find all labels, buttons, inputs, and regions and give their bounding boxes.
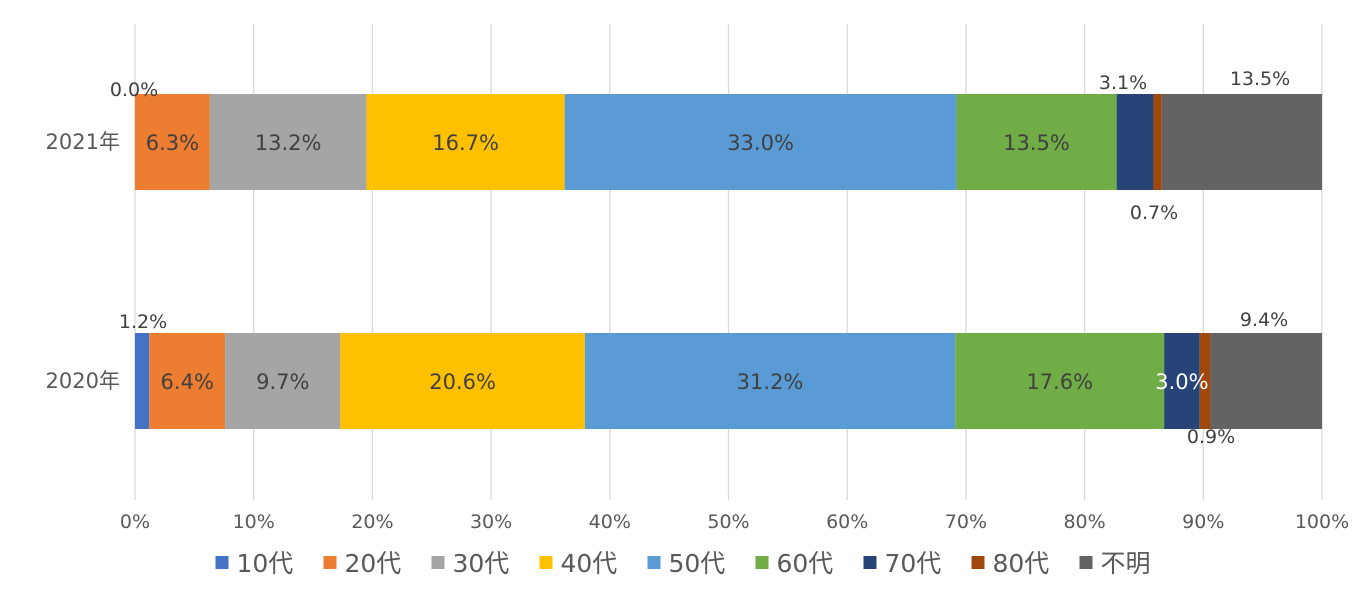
data-label: 13.5%	[1230, 68, 1290, 90]
legend-item: 不明	[1079, 549, 1151, 578]
legend-swatch	[647, 556, 661, 569]
data-label: 17.6%	[1026, 370, 1093, 394]
x-tick-label: 80%	[1063, 511, 1105, 533]
legend-swatch	[323, 556, 337, 569]
x-tick-label: 30%	[470, 511, 512, 533]
legend-item: 50代	[647, 549, 726, 578]
bar-segment	[1210, 333, 1322, 429]
bar-segment	[1153, 94, 1162, 190]
bar-segment	[1161, 94, 1322, 190]
bar-segment	[564, 94, 957, 190]
data-label: 20.6%	[429, 370, 496, 394]
legend-label: 40代	[561, 549, 618, 578]
bars	[135, 94, 1322, 429]
legend-label: 30代	[453, 549, 510, 578]
legend-item: 20代	[323, 549, 402, 578]
data-label: 33.0%	[727, 131, 794, 155]
x-tick-label: 70%	[945, 511, 987, 533]
legend-item: 80代	[971, 549, 1050, 578]
data-label: 0.9%	[1187, 426, 1235, 448]
legend-label: 80代	[993, 549, 1050, 578]
data-label: 1.2%	[119, 311, 167, 333]
x-tick-label: 100%	[1295, 511, 1349, 533]
bar-segment	[1164, 333, 1200, 429]
data-label: 9.7%	[256, 370, 309, 394]
data-labels: 0.0% 6.3% 13.2% 16.7% 33.0% 13.5% 3.1% 0.7% 13.5…	[110, 68, 1290, 448]
legend-swatch	[1079, 556, 1093, 569]
bar-segment	[1116, 94, 1154, 190]
legend-swatch	[755, 556, 769, 569]
legend-item: 60代	[755, 549, 834, 578]
legend-label: 不明	[1101, 549, 1151, 578]
category-label: 2021年	[46, 130, 120, 154]
legend-swatch	[431, 556, 445, 569]
data-label: 6.3%	[146, 131, 199, 155]
data-label: 3.1%	[1099, 72, 1147, 94]
data-label: 6.4%	[161, 370, 214, 394]
bar-segment	[1199, 333, 1211, 429]
x-tick-label: 40%	[589, 511, 631, 533]
x-tick-label: 60%	[826, 511, 868, 533]
bar-segment	[956, 94, 1117, 190]
category-labels: 2021年 2020年	[46, 130, 120, 393]
bar-segment	[209, 94, 367, 190]
data-label: 13.2%	[255, 131, 322, 155]
x-axis-ticks: 0% 10% 20% 30% 40% 50% 60% 70% 80% 90% 100%	[120, 511, 1349, 533]
legend-item: 40代	[539, 549, 618, 578]
data-label: 0.0%	[110, 79, 158, 101]
legend-label: 70代	[885, 549, 942, 578]
legend-swatch	[539, 556, 553, 569]
bar-segment	[135, 94, 210, 190]
data-label: 31.2%	[737, 370, 804, 394]
legend-swatch	[215, 556, 229, 569]
legend-swatch	[863, 556, 877, 569]
bar-segment	[955, 333, 1165, 429]
x-tick-label: 90%	[1182, 511, 1224, 533]
legend-item: 10代	[215, 549, 294, 578]
bar-segment	[340, 333, 585, 429]
bar-segment	[135, 333, 150, 429]
data-label: 3.0%	[1155, 370, 1208, 394]
category-label: 2020年	[46, 369, 120, 393]
data-label: 9.4%	[1240, 309, 1288, 331]
legend-item: 70代	[863, 549, 942, 578]
data-label: 16.7%	[432, 131, 499, 155]
x-tick-label: 10%	[233, 511, 275, 533]
bar-segment	[149, 333, 226, 429]
legend-swatch	[971, 556, 985, 569]
bar-segment	[366, 94, 565, 190]
legend-label: 60代	[777, 549, 834, 578]
data-label: 0.7%	[1130, 202, 1178, 224]
legend-item: 30代	[431, 549, 510, 578]
x-tick-label: 20%	[351, 511, 393, 533]
x-tick-label: 0%	[120, 511, 150, 533]
legend-label: 50代	[669, 549, 726, 578]
bar-segment	[584, 333, 956, 429]
x-tick-label: 50%	[707, 511, 749, 533]
legend-label: 10代	[237, 549, 294, 578]
legend-label: 20代	[345, 549, 402, 578]
legend: 10代 20代 30代 40代 50代 60代 70代 80代 不明	[215, 549, 1151, 578]
data-label: 13.5%	[1003, 131, 1070, 155]
bar-segment	[225, 333, 341, 429]
